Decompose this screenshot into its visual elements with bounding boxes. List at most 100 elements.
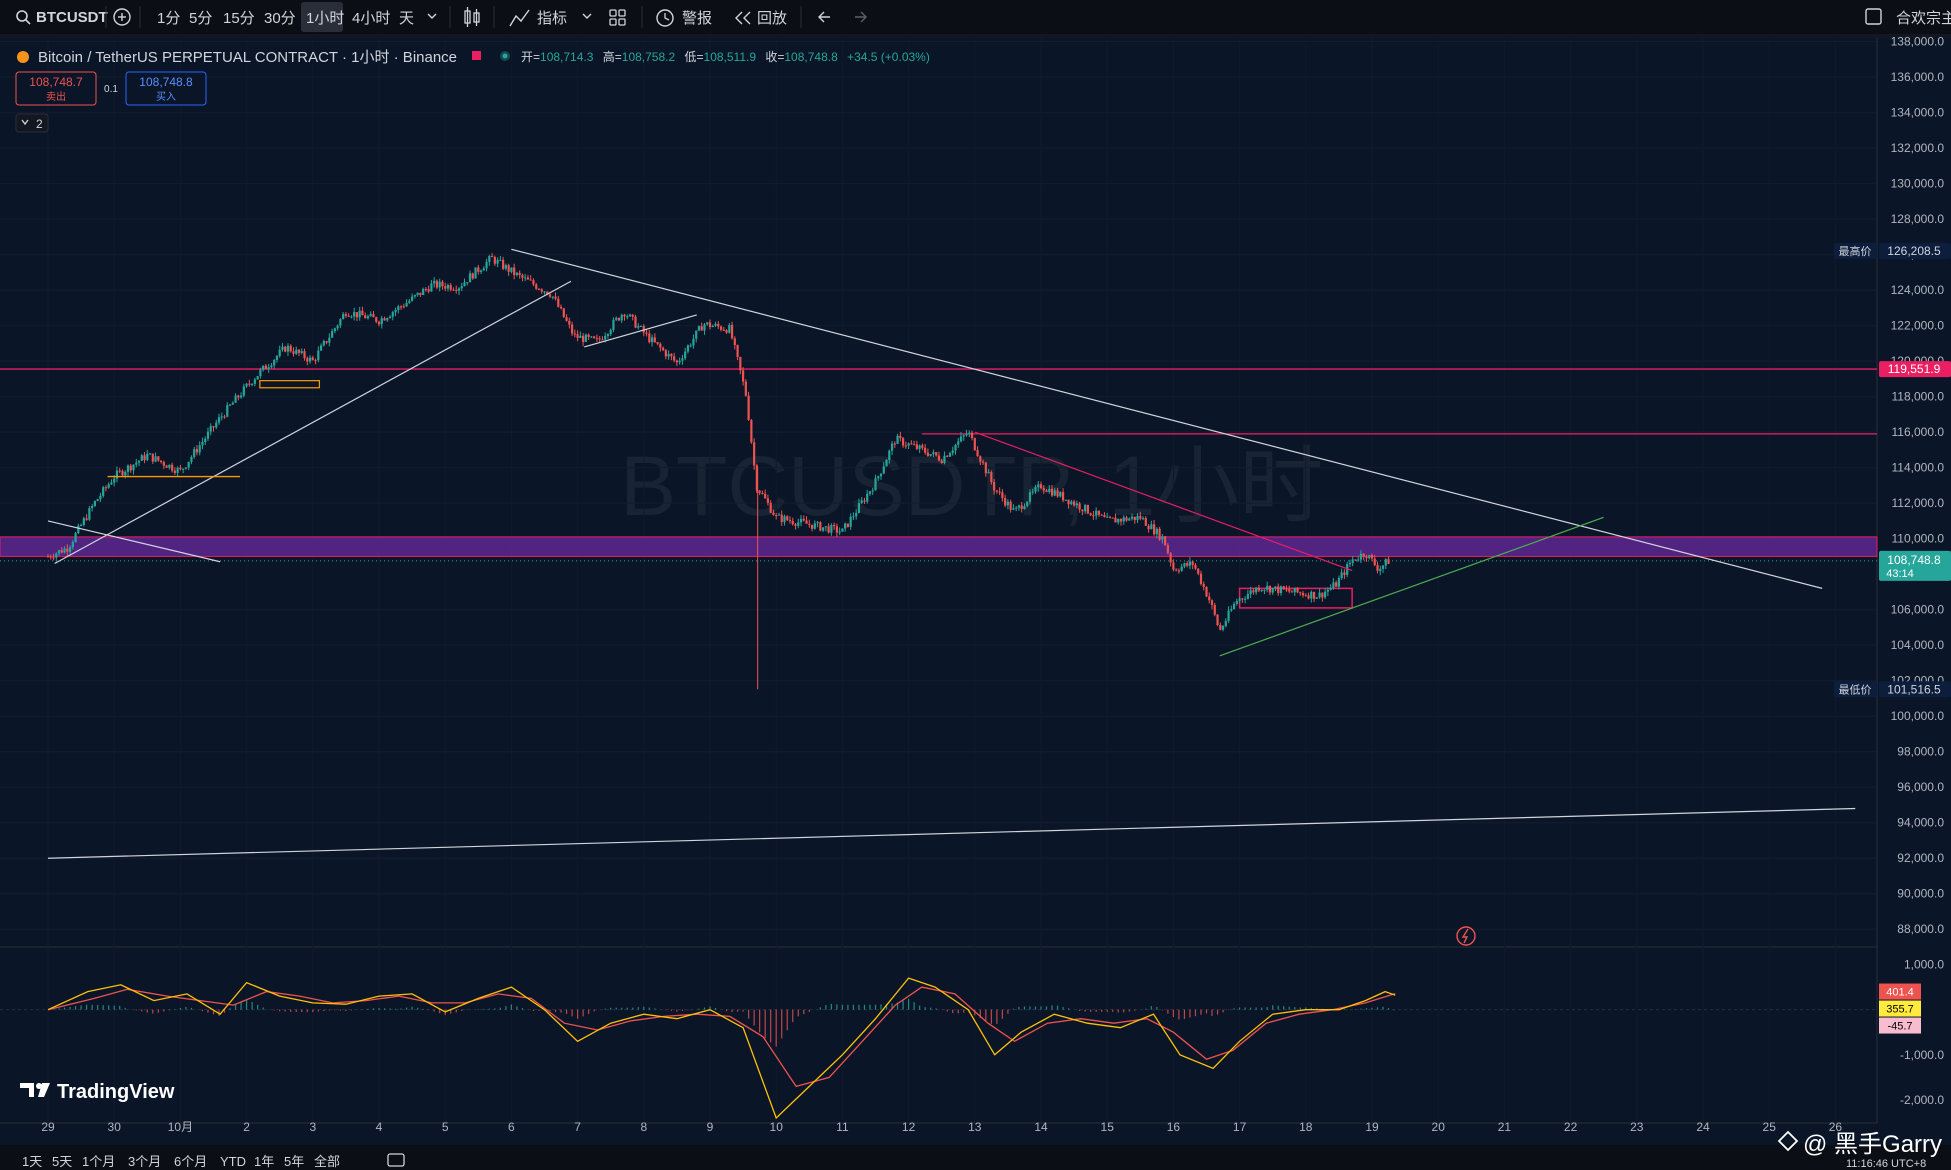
price-tick-label: 118,000.0: [1892, 390, 1945, 404]
interval-1m[interactable]: 1分: [157, 10, 180, 27]
macd-line: [47, 977, 1396, 1120]
candle-body: [929, 453, 932, 456]
candle-body: [695, 330, 698, 339]
orange-box[interactable]: [259, 380, 321, 389]
candle-body: [521, 274, 524, 278]
pink-trendline[interactable]: [974, 431, 1353, 572]
candle-body: [1274, 586, 1277, 588]
candle-body: [609, 329, 612, 335]
interval-1d[interactable]: 天: [399, 10, 414, 27]
candle-body: [857, 502, 861, 513]
candle-body: [102, 487, 105, 496]
indicators-button[interactable]: 指标: [537, 10, 567, 27]
interval-1h[interactable]: 1小时: [306, 10, 344, 27]
range-button[interactable]: 6个月: [174, 1154, 207, 1169]
time-tick-label: 6: [508, 1120, 515, 1134]
search-icon-handle: [25, 19, 31, 25]
descending-trendline[interactable]: [511, 248, 1823, 589]
candle-body: [700, 326, 703, 331]
indicators-icon[interactable]: [509, 9, 530, 27]
indicators-dropdown-icon[interactable]: [582, 13, 592, 19]
candle-body: [193, 449, 196, 457]
range-button[interactable]: YTD: [220, 1154, 246, 1169]
candle-body: [446, 285, 450, 289]
sell-button[interactable]: [15, 71, 97, 106]
candle-body: [264, 365, 268, 370]
undo-icon[interactable]: [818, 11, 830, 23]
buy-price: 108,748.8: [139, 75, 193, 89]
tradingview-logo[interactable]: TradingView: [20, 1081, 175, 1103]
candle-body: [1208, 596, 1211, 601]
candle-body: [932, 452, 935, 454]
candle-body: [783, 516, 786, 523]
long-support-line[interactable]: [47, 807, 1856, 859]
candle-body: [951, 450, 954, 454]
candle-body: [1354, 559, 1357, 561]
candle-body: [808, 523, 811, 525]
candle-body: [1001, 492, 1004, 499]
candle-body: [1147, 525, 1150, 530]
candle-body: [573, 333, 576, 335]
ascending-trendline-2[interactable]: [1219, 516, 1604, 657]
candle-body: [725, 330, 728, 333]
chevron-down-icon: [21, 119, 29, 126]
interval-15m[interactable]: 15分: [223, 10, 255, 27]
flag-icon[interactable]: [472, 51, 481, 60]
candle-body: [576, 334, 579, 338]
replay-icon[interactable]: [735, 11, 751, 25]
range-button[interactable]: 5年: [284, 1154, 304, 1169]
replay-button[interactable]: 回放: [757, 10, 787, 27]
candle-body: [1343, 572, 1346, 575]
candle-body: [813, 523, 816, 529]
alert-button[interactable]: 警报: [682, 10, 712, 27]
fullscreen-icon[interactable]: [1865, 8, 1882, 25]
candle-body: [1059, 492, 1062, 497]
candle-body: [267, 367, 270, 370]
candle-body: [940, 460, 943, 464]
candle-body: [46, 556, 50, 558]
candle-body: [730, 324, 734, 339]
candle-body: [1326, 589, 1329, 592]
legend-title[interactable]: Bitcoin / TetherUS PERPETUAL CONTRACT · …: [38, 49, 457, 66]
range-button[interactable]: 1个月: [82, 1154, 115, 1169]
symbol-search-button[interactable]: BTCUSDT: [36, 9, 108, 26]
candle-body: [499, 259, 502, 261]
candle-body: [1191, 561, 1194, 565]
add-symbol-icon[interactable]: [113, 8, 131, 26]
candles-type-icon[interactable]: [464, 7, 480, 27]
interval-5m[interactable]: 5分: [189, 10, 212, 27]
range-button[interactable]: 3个月: [128, 1154, 161, 1169]
small-range-line[interactable]: [584, 314, 697, 348]
candle-body: [924, 447, 927, 453]
bottom-bar: [0, 1145, 1951, 1170]
price-tick-label: 106,000.0: [1891, 603, 1945, 617]
interval-dropdown-icon[interactable]: [427, 13, 437, 19]
range-button[interactable]: 1天: [22, 1154, 42, 1169]
range-button[interactable]: 1年: [254, 1154, 274, 1169]
candle-body: [548, 294, 552, 297]
range-button[interactable]: 5天: [52, 1154, 72, 1169]
ascending-trendline-1[interactable]: [54, 280, 572, 565]
early-down-line[interactable]: [47, 520, 221, 563]
layouts-icon[interactable]: [609, 9, 626, 26]
candle-body: [797, 522, 800, 526]
collapse-indicators-button[interactable]: [15, 113, 49, 133]
user-account-label[interactable]: 合欢宗主: [1896, 9, 1951, 27]
candle-body: [736, 345, 739, 357]
redo-icon[interactable]: [855, 11, 867, 23]
lightning-icon[interactable]: [1456, 926, 1476, 946]
calendar-icon[interactable]: [387, 1153, 405, 1167]
candle-body: [579, 335, 582, 338]
range-button[interactable]: 全部: [314, 1154, 340, 1169]
chart-legend: Bitcoin / TetherUS PERPETUAL CONTRACT · …: [15, 49, 930, 133]
candle-body: [866, 493, 869, 502]
interval-4h[interactable]: 4小时: [352, 10, 390, 27]
candle-body: [926, 452, 930, 456]
interval-30m[interactable]: 30分: [264, 10, 296, 27]
buy-button[interactable]: [125, 71, 207, 106]
candle-body: [1365, 556, 1368, 559]
alert-icon[interactable]: [656, 9, 674, 27]
search-icon[interactable]: [16, 10, 28, 22]
candle-body: [871, 490, 874, 492]
